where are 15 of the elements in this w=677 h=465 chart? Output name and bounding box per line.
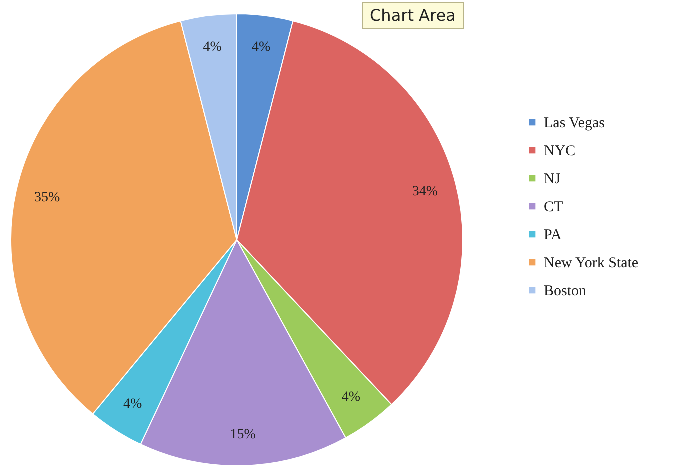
data-label: 34%	[412, 184, 438, 200]
legend-label: PA	[544, 228, 562, 244]
data-label: 4%	[124, 397, 143, 412]
data-label: 15%	[230, 427, 256, 442]
legend-label: Las Vegas	[544, 116, 606, 132]
text: Chart Area	[362, 2, 464, 29]
data-label: 4%	[203, 40, 222, 56]
legend-label: NJ	[544, 172, 561, 188]
legend-label: NYC	[544, 144, 576, 160]
legend-label: CT	[544, 200, 564, 216]
legend-label: New York State	[544, 256, 639, 272]
legend-label: Boston	[544, 284, 588, 300]
data-label: 35%	[34, 190, 60, 206]
data-label: 4%	[342, 390, 361, 406]
data-label: 4%	[252, 40, 272, 56]
